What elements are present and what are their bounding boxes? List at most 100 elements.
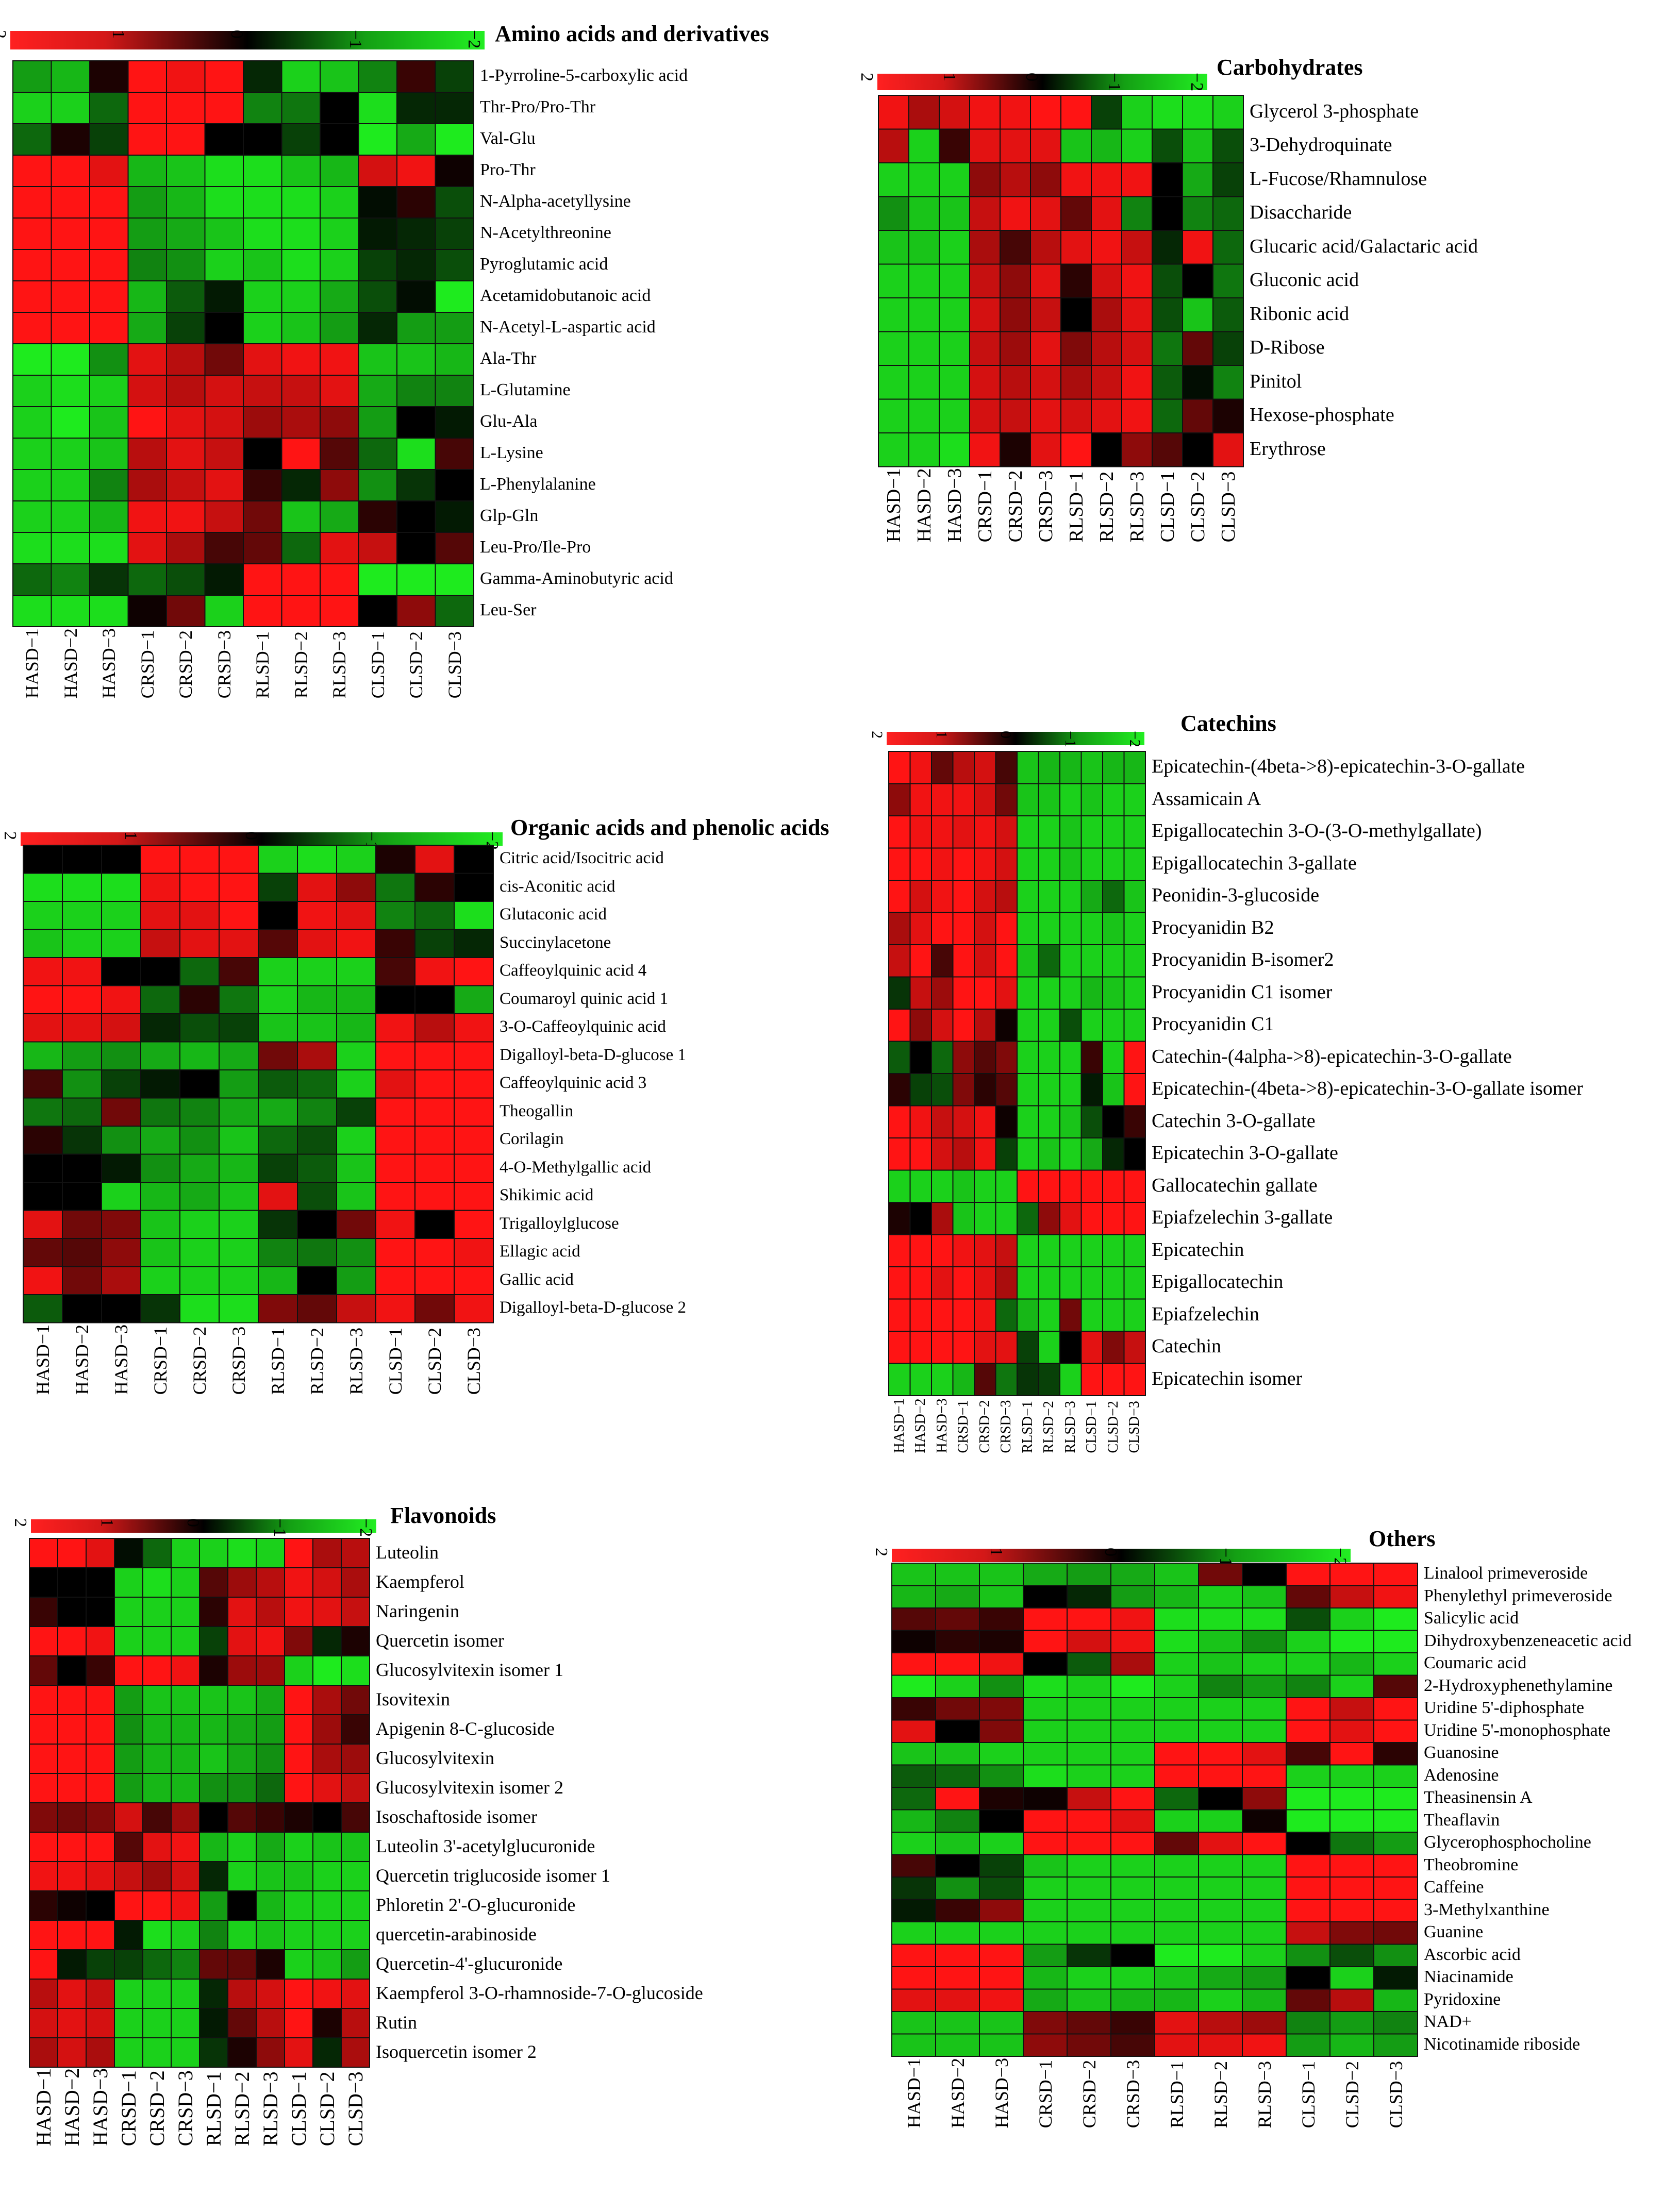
heatmap-cell-glycerophosphocholine-hasd-3 bbox=[979, 1832, 1024, 1855]
row-label-procyanidin-c1: Procyanidin C1 bbox=[1152, 1013, 1274, 1035]
heatmap-cell-epigallocatechin-3-o-3-o-methylgallate-rlsd-1 bbox=[1017, 815, 1039, 849]
heatmap-cell-n-acetylthreonine-crsd-3 bbox=[204, 217, 244, 250]
heatmap-cell-glucaric-acid-galactaric-acid-hasd-1 bbox=[878, 230, 909, 265]
col-label-clsd-1: CLSD−1 bbox=[367, 631, 388, 699]
heatmap-cell-pinitol-crsd-3 bbox=[1030, 365, 1061, 400]
heatmap-cell-gluconic-acid-rlsd-2 bbox=[1091, 263, 1122, 298]
heatmap-cell-ala-thr-rlsd-3 bbox=[320, 343, 359, 376]
col-label-clsd-2: CLSD−2 bbox=[1341, 2060, 1362, 2129]
heatmap-cell-coumaric-acid-hasd-1 bbox=[891, 1652, 936, 1676]
heatmap-cell-catechin-crsd-2 bbox=[974, 1331, 996, 1364]
heatmap-cell-digalloyl-beta-d-glucose-2-crsd-1 bbox=[140, 1294, 180, 1323]
heatmap-cell-nad-clsd-1 bbox=[1286, 2011, 1330, 2035]
heatmap-cell-d-ribose-rlsd-2 bbox=[1091, 331, 1122, 366]
heatmap-cell-caffeine-crsd-2 bbox=[1067, 1876, 1111, 1900]
heatmap-cell-apigenin-8-c-glucoside-rlsd-2 bbox=[227, 1714, 257, 1745]
heatmap-cell-pro-thr-clsd-3 bbox=[435, 155, 474, 187]
heatmap-cell-gluconic-acid-hasd-2 bbox=[908, 263, 940, 298]
heatmap-cell-quercetin-arabinoside-rlsd-2 bbox=[227, 1920, 257, 1950]
heatmap-cell-ala-thr-crsd-1 bbox=[127, 343, 167, 376]
heatmap-cell-ala-thr-hasd-1 bbox=[12, 343, 52, 376]
heatmap-cell-val-glu-crsd-3 bbox=[204, 123, 244, 156]
heatmap-cell-glycerol-3-phosphate-rlsd-3 bbox=[1121, 95, 1153, 130]
heatmap-cell-gallocatechin-gallate-crsd-2 bbox=[974, 1169, 996, 1203]
heatmap-cell-kaempferol-3-o-rhamnoside-7-o-glucoside-crsd-3 bbox=[171, 1979, 200, 2009]
heatmap-cell-l-lysine-hasd-1 bbox=[12, 438, 52, 470]
row-label-theasinensin-a: Theasinensin A bbox=[1424, 1788, 1533, 1807]
heatmap-cell-isovitexin-rlsd-2 bbox=[227, 1685, 257, 1715]
heatmap-cell-procyanidin-c1-clsd-3 bbox=[1123, 1009, 1146, 1042]
col-label-rlsd-3: RLSD−3 bbox=[1254, 2060, 1275, 2129]
row-label-2-hydroxyphenethylamine: 2-Hydroxyphenethylamine bbox=[1424, 1675, 1613, 1695]
heatmap-cell-rutin-crsd-2 bbox=[142, 2008, 172, 2038]
heatmap-cell-catechin-clsd-2 bbox=[1102, 1331, 1125, 1364]
heatmap-cell-naringenin-clsd-1 bbox=[284, 1597, 313, 1627]
heatmap-cell-glucosylvitexin-isomer-1-clsd-2 bbox=[312, 1655, 342, 1686]
heatmap-cell-pinitol-clsd-3 bbox=[1212, 365, 1244, 400]
col-label-rlsd-2: RLSD−2 bbox=[307, 1327, 327, 1395]
heatmap-cell-kaempferol-clsd-2 bbox=[312, 1567, 342, 1598]
heatmap-cell-isoquercetin-isomer-2-crsd-2 bbox=[142, 2037, 172, 2068]
heatmap-cell-glycerol-3-phosphate-crsd-3 bbox=[1030, 95, 1061, 130]
heatmap-cell-guanosine-rlsd-2 bbox=[1198, 1742, 1243, 1766]
heatmap-cell-succinylacetone-crsd-2 bbox=[179, 929, 220, 958]
heatmap-cell-ascorbic-acid-crsd-3 bbox=[1110, 1943, 1155, 1967]
heatmap-cell-epigallocatechin-clsd-3 bbox=[1123, 1266, 1146, 1300]
heatmap-cell-procyanidin-c1-rlsd-3 bbox=[1059, 1009, 1082, 1042]
heatmap-cell-caffeine-rlsd-1 bbox=[1154, 1876, 1199, 1900]
heatmap-cell-ala-thr-rlsd-2 bbox=[281, 343, 321, 376]
heatmap-cell-epicatechin-3-o-gallate-crsd-2 bbox=[974, 1137, 996, 1171]
heatmap-cell-luteolin-3-acetylglucuronide-hasd-1 bbox=[29, 1832, 58, 1862]
heatmap-cell-ellagic-acid-hasd-2 bbox=[62, 1238, 102, 1267]
heatmap-cell-guanosine-rlsd-3 bbox=[1242, 1742, 1287, 1766]
heatmap-cell-quercetin-4-glucuronide-crsd-1 bbox=[114, 1949, 143, 1980]
heatmap-cell-gamma-aminobutyric-acid-hasd-1 bbox=[12, 563, 52, 596]
heatmap-cell-kaempferol-3-o-rhamnoside-7-o-glucoside-hasd-3 bbox=[86, 1979, 115, 2009]
heatmap-cell-naringenin-hasd-3 bbox=[86, 1597, 115, 1627]
heatmap-cell-epiafzelechin-crsd-3 bbox=[995, 1298, 1018, 1332]
heatmap-cell-gallic-acid-hasd-2 bbox=[62, 1266, 102, 1295]
heatmap-cell-1-pyrroline-5-carboxylic-acid-hasd-3 bbox=[89, 60, 129, 93]
col-label-crsd-1: CRSD−1 bbox=[1035, 2059, 1056, 2129]
heatmap-cell-procyanidin-b2-rlsd-1 bbox=[1017, 912, 1039, 945]
colorbar-tick-catechins: −2 bbox=[1126, 731, 1143, 747]
heatmap-cell-epigallocatechin-rlsd-1 bbox=[1017, 1266, 1039, 1300]
heatmap-cell-rutin-rlsd-1 bbox=[199, 2008, 228, 2038]
heatmap-cell-salicylic-acid-crsd-1 bbox=[1023, 1607, 1068, 1631]
heatmap-cell-gallic-acid-crsd-2 bbox=[179, 1266, 220, 1295]
heatmap-cell-coumaric-acid-hasd-2 bbox=[935, 1652, 980, 1676]
colorbar-tick-organic-acids: 0 bbox=[241, 831, 261, 840]
heatmap-cell-n-acetyl-l-aspartic-acid-rlsd-2 bbox=[281, 312, 321, 344]
heatmap-cell-digalloyl-beta-d-glucose-2-hasd-2 bbox=[62, 1294, 102, 1323]
heatmap-cell-theasinensin-a-clsd-2 bbox=[1329, 1787, 1374, 1811]
heatmap-cell-luteolin-3-acetylglucuronide-hasd-3 bbox=[86, 1832, 115, 1862]
row-label-glucosylvitexin-isomer-1: Glucosylvitexin isomer 1 bbox=[376, 1659, 563, 1680]
heatmap-cell-leu-ser-clsd-2 bbox=[396, 595, 436, 627]
heatmap-cell-epicatechin-isomer-crsd-2 bbox=[974, 1363, 996, 1396]
heatmap-cell-kaempferol-3-o-rhamnoside-7-o-glucoside-clsd-1 bbox=[284, 1979, 313, 2009]
heatmap-cell-epiafzelechin-3-gallate-crsd-2 bbox=[974, 1202, 996, 1235]
heatmap-cell-glycerophosphocholine-clsd-3 bbox=[1373, 1832, 1418, 1855]
heatmap-cell-glp-gln-hasd-1 bbox=[12, 500, 52, 533]
heatmap-cell-l-phenylalanine-hasd-2 bbox=[51, 469, 90, 501]
row-label-isovitexin: Isovitexin bbox=[376, 1688, 450, 1710]
heatmap-cell-theogallin-clsd-1 bbox=[375, 1097, 415, 1127]
heatmap-cell-catechin-crsd-1 bbox=[952, 1331, 975, 1364]
heatmap-cell-3-dehydroquinate-hasd-2 bbox=[908, 128, 940, 163]
heatmap-cell-glucosylvitexin-rlsd-3 bbox=[256, 1744, 285, 1774]
heatmap-cell-pyridoxine-crsd-2 bbox=[1067, 1988, 1111, 2012]
heatmap-cell-quercetin-triglucoside-isomer-1-clsd-1 bbox=[284, 1861, 313, 1891]
heatmap-cell-leu-pro-ile-pro-rlsd-2 bbox=[281, 532, 321, 564]
heatmap-cell-gluconic-acid-crsd-1 bbox=[969, 263, 1001, 298]
heatmap-cell-isoquercetin-isomer-2-rlsd-1 bbox=[199, 2037, 228, 2068]
heatmap-cell-disaccharide-clsd-1 bbox=[1152, 196, 1183, 231]
heatmap-cell-digalloyl-beta-d-glucose-1-rlsd-1 bbox=[258, 1041, 298, 1070]
heatmap-cell-corilagin-crsd-2 bbox=[179, 1126, 220, 1155]
row-label-corilagin: Corilagin bbox=[500, 1130, 564, 1149]
heatmap-cell-niacinamide-rlsd-3 bbox=[1242, 1966, 1287, 1990]
heatmap-cell-leu-ser-hasd-3 bbox=[89, 595, 129, 627]
heatmap-cell-d-ribose-rlsd-3 bbox=[1121, 331, 1153, 366]
heatmap-cell-gallocatechin-gallate-clsd-3 bbox=[1123, 1169, 1146, 1203]
row-label-gamma-aminobutyric-acid: Gamma-Aminobutyric acid bbox=[480, 568, 673, 588]
